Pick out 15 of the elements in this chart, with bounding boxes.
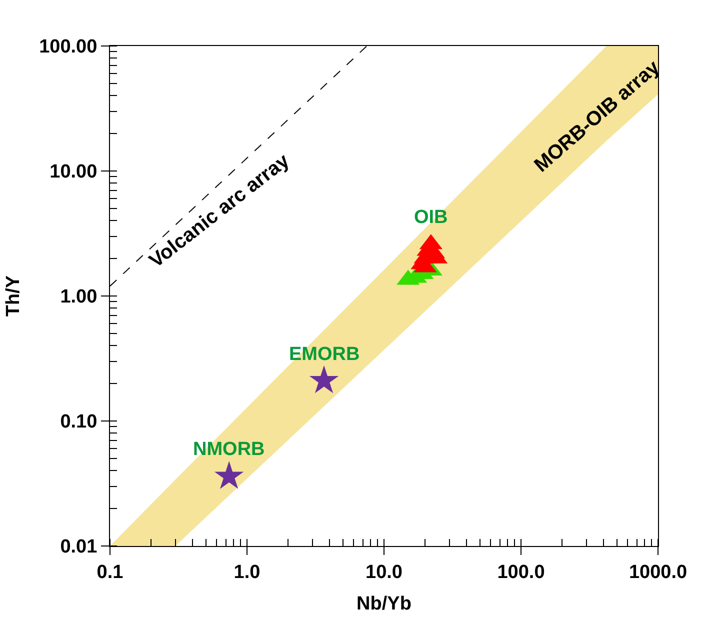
x-tick-label: 0.1 <box>96 562 124 583</box>
y-tick-label: 100.00 <box>39 36 98 58</box>
x-tick-label: 10.0 <box>366 562 402 583</box>
annotation: NMORB <box>193 439 265 460</box>
annotation: OIB <box>414 207 448 228</box>
x-tick-label: 1.0 <box>234 562 260 583</box>
y-tick-label: 0.01 <box>60 536 98 558</box>
y-tick-label: 10.00 <box>50 162 98 183</box>
y-axis-title: Th/Y <box>2 275 24 317</box>
y-tick-label: 1.00 <box>60 286 98 308</box>
x-tick-label: 100.0 <box>497 562 545 583</box>
x-tick-label: 1000.0 <box>628 562 688 583</box>
annotation: EMORB <box>289 344 360 365</box>
x-axis-title: Nb/Yb <box>356 594 412 615</box>
y-tick-label: 0.10 <box>60 412 98 433</box>
